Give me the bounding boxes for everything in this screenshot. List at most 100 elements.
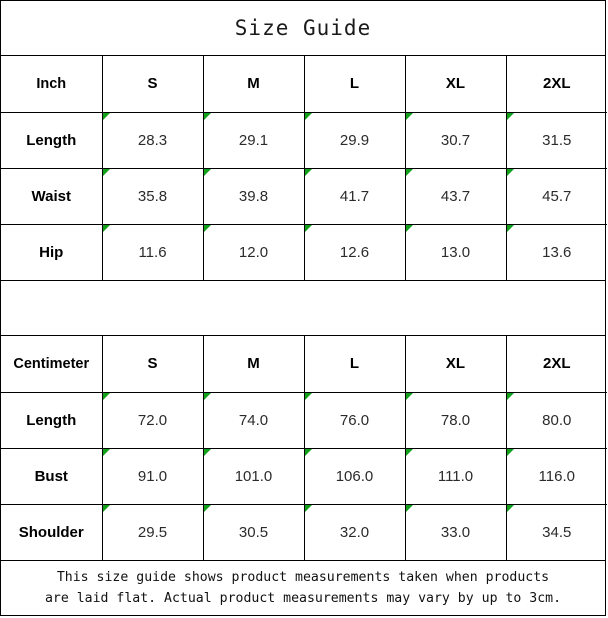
cell-value: 11.6	[138, 243, 167, 261]
table-row: Bust 91.0 101.0 106.0 111.0 116.0	[1, 448, 607, 505]
comment-marker-icon	[405, 448, 413, 456]
cell-shoulder-m: 30.5	[203, 504, 305, 560]
cell-value: 29.1	[238, 131, 269, 149]
row-label-shoulder: Shoulder	[1, 504, 103, 560]
cell-value: 101.0	[234, 467, 273, 485]
comment-marker-icon	[304, 504, 312, 512]
comment-marker-icon	[304, 448, 312, 456]
cell-length-s: 28.3	[102, 112, 204, 169]
comment-marker-icon	[304, 392, 312, 400]
table-row: Hip 11.6 12.0 12.6 13.0 13.6	[1, 224, 607, 280]
size-header-s: S	[102, 336, 204, 393]
comment-marker-icon	[203, 168, 211, 176]
cell-waist-l: 41.7	[304, 168, 406, 225]
centimeter-size-table: Centimeter S M L XL 2XL Length 72.0 74.0…	[1, 336, 607, 560]
cell-value: 39.8	[238, 187, 269, 205]
table-row: Length 72.0 74.0 76.0 78.0 80.0	[1, 392, 607, 449]
footer-note-line-1: This size guide shows product measuremen…	[56, 570, 550, 585]
row-label-waist: Waist	[1, 168, 103, 225]
cell-bust-2xl: 116.0	[506, 448, 607, 505]
cell-value: 13.0	[440, 243, 471, 261]
table-row: Length 28.3 29.1 29.9 30.7 31.5	[1, 112, 607, 169]
size-header-l: L	[304, 56, 406, 113]
comment-marker-icon	[102, 168, 110, 176]
row-label-hip: Hip	[1, 224, 103, 280]
comment-marker-icon	[506, 168, 514, 176]
size-header-l: L	[304, 336, 406, 393]
centimeter-table-wrap: Centimeter S M L XL 2XL Length 72.0 74.0…	[1, 336, 607, 560]
comment-marker-icon	[102, 392, 110, 400]
cell-value: 34.5	[542, 523, 572, 541]
size-header-m: M	[203, 336, 305, 393]
row-label-length: Length	[1, 112, 103, 169]
cell-length-m: 29.1	[203, 112, 305, 169]
cell-value: 91.0	[137, 467, 168, 485]
page-title: Size Guide	[234, 16, 372, 40]
row-label-bust: Bust	[1, 448, 103, 505]
comment-marker-icon	[405, 112, 413, 120]
cell-length-2xl: 31.5	[506, 112, 607, 169]
comment-marker-icon	[304, 112, 312, 120]
cell-value: 13.6	[542, 243, 572, 261]
cell-value: 41.7	[339, 187, 370, 205]
cell-shoulder-xl: 33.0	[405, 504, 507, 560]
comment-marker-icon	[405, 504, 413, 512]
comment-marker-icon	[506, 448, 514, 456]
cell-value: 32.0	[339, 523, 370, 541]
comment-marker-icon	[203, 392, 211, 400]
cell-value: 72.0	[137, 411, 168, 429]
cell-waist-s: 35.8	[102, 168, 204, 225]
comment-marker-icon	[203, 112, 211, 120]
comment-marker-icon	[102, 224, 110, 232]
table-row: Waist 35.8 39.8 41.7 43.7 45.7	[1, 168, 607, 225]
cell-value: 29.9	[339, 131, 370, 149]
cell-value: 31.5	[542, 131, 572, 149]
cell-hip-xl: 13.0	[405, 224, 507, 280]
cell-hip-2xl: 13.6	[506, 224, 607, 280]
cell-shoulder-2xl: 34.5	[506, 504, 607, 560]
size-header-s: S	[102, 56, 204, 113]
cell-value: 29.5	[137, 523, 168, 541]
cell-bust-xl: 111.0	[405, 448, 507, 505]
cell-hip-s: 11.6	[102, 224, 204, 280]
comment-marker-icon	[506, 504, 514, 512]
cell-waist-xl: 43.7	[405, 168, 507, 225]
cell-shoulder-s: 29.5	[102, 504, 204, 560]
cell-shoulder-l: 32.0	[304, 504, 406, 560]
comment-marker-icon	[506, 392, 514, 400]
cell-bust-s: 91.0	[102, 448, 204, 505]
cell-value: 111.0	[437, 467, 474, 485]
cell-length-cm-2xl: 80.0	[506, 392, 607, 449]
cell-length-cm-m: 74.0	[203, 392, 305, 449]
cell-bust-m: 101.0	[203, 448, 305, 505]
size-header-xl: XL	[405, 56, 507, 113]
cell-value: 33.0	[440, 523, 471, 541]
cell-length-cm-xl: 78.0	[405, 392, 507, 449]
comment-marker-icon	[405, 392, 413, 400]
cell-value: 43.7	[440, 187, 471, 205]
cell-value: 30.5	[238, 523, 269, 541]
comment-marker-icon	[506, 112, 514, 120]
comment-marker-icon	[102, 448, 110, 456]
cell-value: 80.0	[542, 411, 572, 429]
size-header-xl: XL	[405, 336, 507, 393]
cell-value: 78.0	[440, 411, 471, 429]
comment-marker-icon	[304, 168, 312, 176]
cell-value: 12.6	[339, 243, 370, 261]
cell-value: 106.0	[335, 467, 374, 485]
comment-marker-icon	[304, 224, 312, 232]
inch-size-table: Inch S M L XL 2XL Length 28.3 29.1 29.9 …	[1, 56, 607, 280]
footer-note: This size guide shows product measuremen…	[1, 560, 605, 615]
cell-value: 12.0	[238, 243, 269, 261]
title-band: Size Guide	[1, 1, 605, 56]
size-header-2xl: 2XL	[506, 336, 607, 393]
cell-value: 116.0	[538, 467, 575, 485]
cell-value: 74.0	[238, 411, 269, 429]
footer-note-line-2: are laid flat. Actual product measuremen…	[44, 591, 562, 606]
cell-value: 28.3	[137, 131, 168, 149]
table-header-row: Centimeter S M L XL 2XL	[1, 336, 607, 393]
comment-marker-icon	[506, 224, 514, 232]
unit-header-centimeter: Centimeter	[1, 336, 103, 393]
size-header-2xl: 2XL	[506, 56, 607, 113]
